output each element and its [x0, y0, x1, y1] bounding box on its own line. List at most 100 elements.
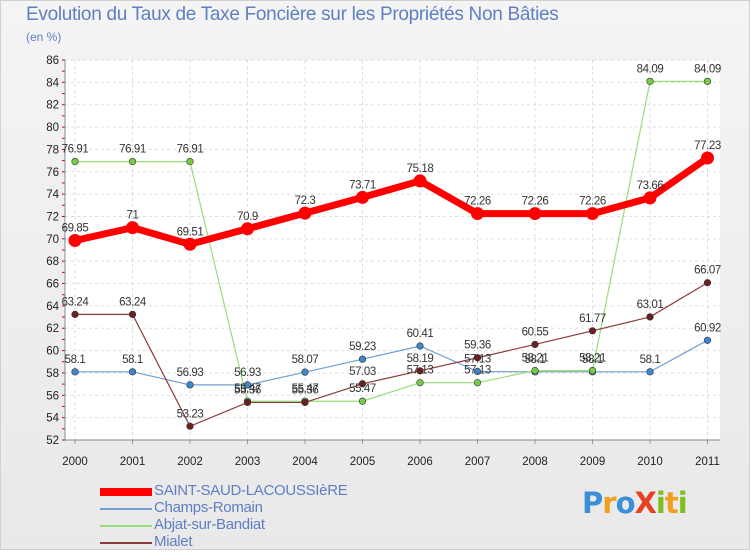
data-label: 58.21 [522, 353, 549, 365]
series-point [588, 366, 597, 375]
series-point [128, 157, 137, 166]
series-point [646, 368, 654, 376]
series-point [703, 336, 712, 344]
series-point [128, 310, 137, 318]
y-tick-label: 76 [46, 167, 59, 179]
series-point [703, 279, 712, 287]
y-tick-label: 54 [46, 413, 59, 425]
y-tick-label: 80 [46, 122, 59, 134]
legend-swatch [100, 488, 152, 496]
x-tick-label: 2006 [407, 456, 433, 468]
data-label: 58.1 [582, 354, 603, 366]
data-label: 60.55 [522, 326, 549, 338]
series-point [241, 222, 254, 236]
x-tick-label: 2008 [522, 456, 548, 468]
data-label: 73.66 [637, 180, 664, 192]
series-point [358, 380, 367, 388]
x-tick-label: 2003 [235, 456, 261, 468]
data-label: 63.24 [62, 296, 90, 308]
x-tick-label: 2005 [350, 456, 376, 468]
y-tick-label: 64 [46, 301, 59, 313]
data-label: 76.91 [177, 144, 204, 156]
y-tick-label: 84 [46, 77, 59, 89]
data-label: 75.18 [407, 163, 434, 175]
series-point [701, 151, 714, 165]
y-tick-label: 56 [46, 390, 59, 402]
series-point [126, 221, 139, 235]
series-point [646, 77, 654, 85]
series-point [473, 379, 482, 387]
logo-letter: o [615, 486, 636, 520]
series-point [186, 422, 194, 430]
legend-swatch [100, 508, 152, 510]
data-label: 69.85 [62, 223, 89, 235]
logo-letter: r [602, 486, 616, 520]
series-point [528, 207, 542, 221]
series-line-1 [75, 339, 708, 386]
series-point [358, 355, 367, 363]
data-label: 72.3 [295, 195, 316, 207]
y-tick-label: 86 [46, 55, 59, 67]
data-label: 60.41 [407, 328, 434, 340]
y-tick-label: 60 [46, 346, 59, 358]
data-label: 55.47 [292, 383, 319, 395]
series-point [703, 77, 712, 85]
data-label: 66.07 [694, 265, 721, 277]
series-point [186, 381, 194, 389]
series-point [471, 207, 484, 221]
series-point [71, 310, 79, 318]
data-label: 69.51 [177, 226, 204, 238]
data-label: 57.13 [464, 365, 491, 377]
y-tick-label: 68 [46, 256, 59, 268]
data-label: 70.9 [237, 211, 258, 223]
legend-swatch [100, 525, 152, 527]
series-point [358, 397, 367, 405]
y-tick-label: 70 [46, 234, 59, 246]
series-point [646, 313, 654, 321]
x-tick-label: 2011 [695, 456, 720, 468]
data-label: 63.01 [637, 299, 664, 311]
data-label: 84.09 [694, 63, 721, 75]
data-label: 76.91 [119, 144, 146, 156]
data-label: 57.13 [407, 365, 434, 377]
legend-label: Champs-Romain [154, 499, 263, 516]
legend-swatch [100, 542, 152, 544]
series-point [473, 354, 482, 362]
series-line-3 [75, 282, 708, 428]
series-point [298, 206, 312, 220]
series-point [128, 368, 137, 376]
series-point [531, 340, 539, 349]
data-label: 55.47 [234, 383, 261, 395]
series-point [301, 398, 309, 407]
x-tick-label: 2001 [120, 456, 146, 468]
data-label: 55.36 [234, 384, 261, 396]
data-label: 60.92 [694, 322, 721, 334]
data-label: 58.1 [525, 354, 546, 366]
x-tick-label: 2002 [177, 456, 203, 468]
data-label: 57.03 [349, 366, 376, 378]
x-tick-label: 2009 [580, 456, 606, 468]
data-label: 58.1 [640, 354, 661, 366]
chart-title: Evolution du Taux de Taxe Foncière sur l… [26, 4, 559, 25]
grid-layer [65, 59, 720, 441]
series-point [356, 190, 369, 204]
y-tick-label: 62 [46, 323, 59, 335]
logo-letter: X [634, 486, 657, 520]
series-point [413, 174, 427, 188]
x-tick-label: 2004 [292, 456, 318, 468]
series-point [586, 207, 599, 221]
series-point [183, 237, 197, 251]
series-layer [68, 77, 714, 430]
series-point [186, 157, 194, 166]
data-label: 73.71 [349, 179, 376, 191]
data-label: 59.23 [349, 341, 376, 353]
data-label: 72.26 [464, 196, 491, 208]
logo-letter: P [582, 486, 603, 520]
y-tick-label: 72 [46, 211, 59, 223]
series-point [531, 366, 539, 375]
data-label: 56.93 [177, 367, 204, 379]
data-label: 56.93 [234, 367, 261, 379]
series-line-0 [71, 154, 711, 248]
